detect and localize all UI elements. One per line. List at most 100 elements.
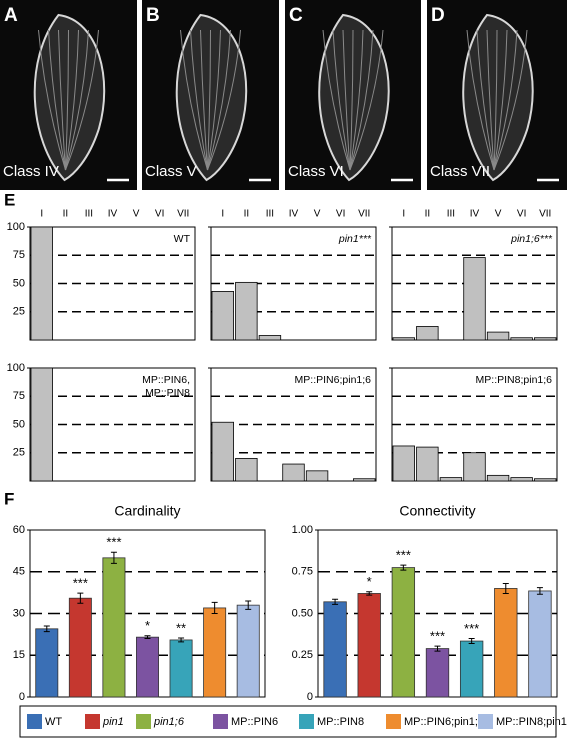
error-bar: [502, 582, 509, 594]
y-tick-label: 0.50: [292, 607, 313, 619]
x-tick-label: V: [133, 209, 140, 220]
leaf-vein: [190, 29, 208, 171]
leaf-vein: [349, 29, 384, 171]
bar: [258, 335, 282, 341]
x-tick-label: II: [63, 209, 69, 220]
leaf-vein: [493, 29, 508, 171]
significance-label: *: [145, 618, 150, 633]
bar: [463, 452, 486, 482]
bar: [416, 446, 439, 482]
leaf-vein: [349, 29, 354, 171]
error-bar: [43, 625, 50, 633]
x-tick-label: VII: [358, 209, 370, 220]
panel-letter: C: [289, 5, 303, 26]
leaf-vein: [65, 29, 79, 171]
y-tick-label: 30: [13, 607, 25, 619]
y-tick-label: 0: [19, 691, 25, 703]
leaf-vein: [58, 29, 66, 171]
bar: [463, 257, 486, 341]
chart-title: pin1;6***: [510, 233, 553, 245]
x-tick-label: III: [266, 209, 274, 220]
x-tick-label: VI: [517, 209, 526, 220]
y-tick-label: 100: [7, 221, 25, 233]
leaf-vein: [207, 29, 231, 171]
error-bar: [211, 601, 218, 614]
bar: [391, 567, 416, 698]
bar: [357, 593, 381, 698]
y-tick-label: 0.75: [292, 566, 313, 578]
chart-title: Connectivity: [399, 503, 475, 519]
leaf-vein: [322, 29, 351, 171]
bar: [534, 478, 557, 482]
y-tick-label: 50: [13, 418, 25, 430]
legend-label: MP::PIN8: [317, 716, 364, 728]
x-tick-label: I: [221, 209, 224, 220]
y-tick-label: 15: [13, 649, 25, 661]
bar: [236, 604, 260, 698]
leaf-vein: [200, 29, 208, 171]
bar: [439, 477, 463, 482]
x-tick-label: IV: [108, 209, 118, 220]
significance-label: ***: [73, 576, 88, 591]
leaf-vein: [332, 29, 351, 171]
class-caption: Class V: [145, 163, 197, 180]
bar: [425, 648, 450, 698]
legend-swatch: [213, 714, 228, 729]
class-caption: Class VII: [430, 163, 490, 180]
x-tick-label: II: [244, 209, 250, 220]
legend-swatch: [85, 714, 100, 729]
leaf-vein: [493, 29, 498, 171]
legend-swatch: [136, 714, 151, 729]
bar: [528, 590, 552, 698]
bar: [353, 478, 376, 482]
bar: [459, 640, 484, 698]
y-tick-label: 0.25: [292, 649, 313, 661]
leaf-vein: [207, 29, 211, 171]
bar: [486, 331, 510, 341]
bar: [323, 601, 347, 698]
error-bar: [144, 635, 151, 640]
leaf-vein: [65, 29, 99, 171]
significance-label: ***: [396, 548, 411, 563]
bar: [510, 477, 533, 482]
leaf-vein: [48, 29, 66, 171]
legend-swatch: [478, 714, 493, 729]
class-caption: Class VI: [288, 163, 344, 180]
panel-letter: A: [4, 5, 18, 26]
leaf-vein: [486, 29, 495, 171]
leaf-vein: [65, 29, 69, 171]
bar: [235, 281, 258, 341]
bar: [494, 588, 518, 698]
bar: [282, 463, 305, 482]
y-tick-label: 75: [13, 390, 25, 402]
legend-swatch: [386, 714, 401, 729]
bar: [211, 291, 234, 341]
bar: [211, 421, 234, 482]
x-tick-label: I: [402, 209, 405, 220]
bar: [235, 457, 258, 482]
bar: [102, 557, 126, 698]
significance-label: ***: [430, 629, 445, 644]
error-bar: [468, 638, 475, 645]
leaf-vein: [466, 29, 495, 171]
leaf-vein: [493, 29, 528, 171]
significance-label: **: [176, 620, 186, 635]
y-tick-label: 0: [307, 691, 313, 703]
bar: [169, 639, 193, 698]
class-caption: Class IV: [3, 163, 59, 180]
leaf-vein: [476, 29, 495, 171]
legend-label: MP::PIN6;pin1;6: [404, 716, 484, 728]
plot-frame: [29, 226, 196, 341]
y-tick-label: 50: [13, 277, 25, 289]
y-tick-label: 25: [13, 447, 25, 459]
bar: [68, 597, 92, 698]
error-bar: [366, 591, 373, 596]
error-bar: [245, 600, 252, 610]
x-tick-label: VI: [155, 209, 164, 220]
significance-label: ***: [106, 535, 121, 550]
bar: [203, 607, 227, 698]
error-bar: [536, 587, 543, 595]
bar: [510, 337, 533, 341]
error-bar: [178, 637, 185, 643]
bar: [392, 445, 415, 482]
